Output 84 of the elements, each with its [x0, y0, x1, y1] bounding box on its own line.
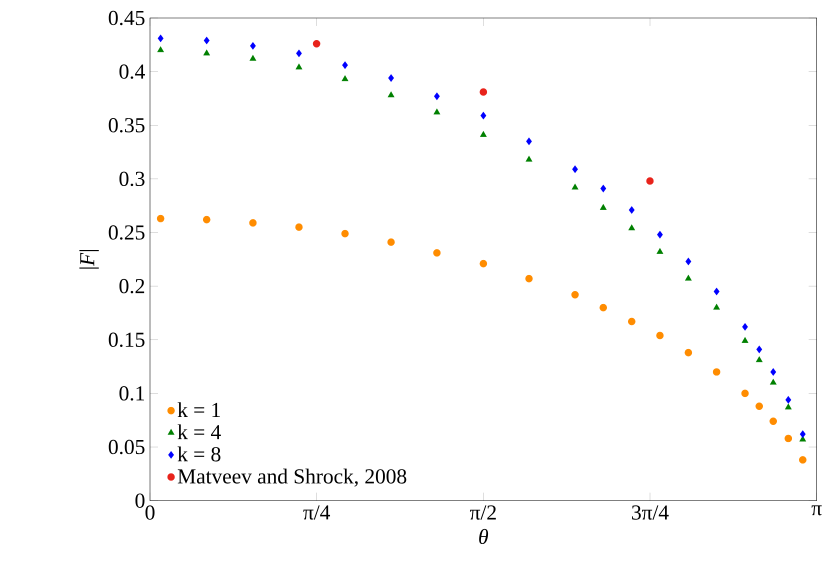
- y-tick-label: 0.2: [119, 278, 144, 294]
- point: [657, 230, 663, 238]
- y-tick-label: 0.15: [108, 332, 144, 347]
- point: [770, 378, 777, 385]
- x-tick-label: 3π/4: [632, 505, 669, 520]
- y-tick-label: 0.05: [108, 440, 144, 454]
- legend-label: k = 1: [178, 402, 220, 417]
- legend-label: k = 4: [178, 424, 221, 440]
- y-tick-label: 0.35: [108, 118, 144, 132]
- point: [157, 46, 164, 52]
- y-tick-label: 0.1: [119, 386, 144, 401]
- point: [742, 323, 748, 331]
- point: [571, 290, 579, 298]
- point: [646, 177, 654, 185]
- point: [296, 50, 302, 58]
- legend-label: Matveev and Shrock, 2008: [178, 468, 406, 487]
- point: [756, 402, 763, 410]
- x-tick-label: π: [812, 505, 822, 516]
- point: [656, 332, 664, 340]
- point: [756, 346, 762, 354]
- x-tick-label: π/4: [303, 505, 330, 520]
- point: [685, 274, 692, 281]
- point: [526, 156, 532, 162]
- point: [628, 224, 635, 230]
- point: [480, 260, 488, 268]
- point: [756, 356, 763, 362]
- point: [158, 34, 164, 42]
- point: [434, 108, 440, 114]
- point: [656, 248, 664, 254]
- point: [572, 165, 578, 173]
- legend-label: k = 8: [178, 446, 220, 462]
- point: [600, 204, 607, 210]
- point: [526, 138, 532, 146]
- point: [342, 61, 348, 69]
- point: [525, 274, 533, 282]
- point: [480, 88, 488, 96]
- point: [713, 304, 720, 310]
- point: [800, 430, 806, 438]
- point: [296, 64, 302, 70]
- point: [799, 456, 806, 464]
- point: [480, 131, 487, 137]
- point: [572, 184, 578, 190]
- point: [342, 75, 348, 82]
- point: [250, 55, 256, 61]
- point: [799, 436, 806, 442]
- point: [312, 40, 320, 48]
- point: [600, 184, 606, 192]
- point: [712, 368, 720, 376]
- point: [784, 434, 792, 442]
- point: [686, 258, 692, 266]
- point: [433, 249, 441, 257]
- x-axis-title: θ: [479, 528, 488, 544]
- point: [434, 92, 440, 100]
- y-axis-title: |F|: [79, 250, 99, 269]
- y-tick-label: 0.45: [108, 10, 144, 26]
- point: [387, 238, 395, 246]
- point: [742, 337, 748, 343]
- point: [770, 418, 777, 426]
- point: [600, 304, 608, 312]
- y-tick-label: 0.25: [108, 225, 144, 240]
- point: [202, 216, 210, 224]
- point: [249, 219, 257, 227]
- point: [480, 112, 486, 120]
- point: [741, 390, 749, 398]
- point: [388, 74, 394, 82]
- point: [770, 368, 776, 376]
- point: [628, 206, 635, 214]
- point: [785, 404, 792, 410]
- x-tick-label: π/2: [470, 505, 496, 520]
- point: [785, 396, 792, 404]
- x-tick-label: 0: [145, 505, 155, 520]
- y-tick-label: 0.4: [119, 64, 145, 79]
- y-tick-label: 0.3: [119, 172, 144, 186]
- point: [714, 288, 720, 296]
- point: [628, 318, 636, 326]
- point: [204, 36, 210, 44]
- point: [156, 214, 164, 222]
- point: [250, 42, 256, 50]
- y-tick-label: 0: [135, 493, 144, 508]
- point: [295, 223, 303, 231]
- point: [388, 91, 394, 98]
- point: [203, 50, 210, 56]
- point: [341, 230, 349, 238]
- point: [684, 348, 692, 356]
